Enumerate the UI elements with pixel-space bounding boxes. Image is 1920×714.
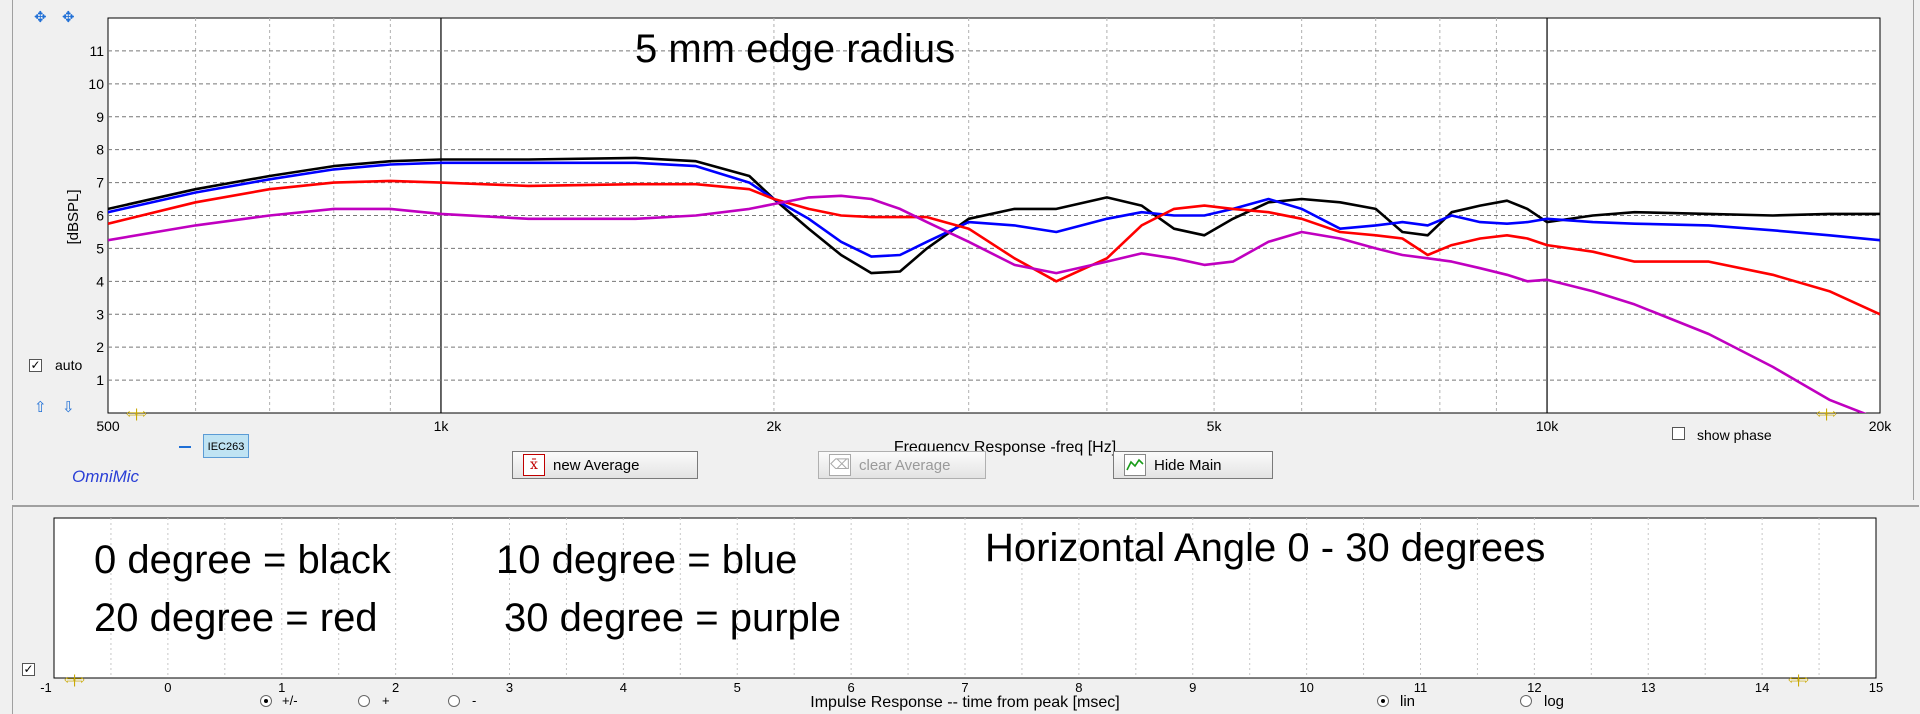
impulse-response-chart: -1 0 1 2 3 4 5 6 7 8 9 10 11 12 13 14 15 0 degree = blac… [40,517,1883,711]
impulse-x-tick-label: 0 [164,680,171,695]
impulse-x-tick-label: 1 [278,680,285,695]
pan-right-icon[interactable]: ⇦|⇨ [1816,406,1837,421]
x-tick-label: 20k [1869,418,1893,434]
legend-line-4: 30 degree = purple [504,596,841,640]
legend-line-1: 0 degree = black [94,538,392,582]
impulse-x-tick-label: 6 [848,680,855,695]
impulse-x-tick-label: 11 [1414,680,1428,695]
x-tick-label: 1k [434,418,450,434]
zoom-in-icon[interactable]: ✥ [62,9,75,26]
impulse-x-tick-label: -1 [40,680,52,695]
impulse-x-tick-label: 2 [392,680,399,695]
impulse-x-tick-label: 9 [1189,680,1196,695]
impulse-x-axis-label: Impulse Response -- time from peak [msec… [810,694,1119,711]
radio-plus-label: + [382,693,390,708]
y-tick-label: 10 [88,76,104,92]
y-tick-label: 6 [96,208,104,224]
radio-log[interactable] [1520,695,1532,707]
radio-plus-minus-label: +/- [282,693,298,708]
impulse-x-tick-label: 14 [1755,680,1769,695]
mic-color-swatch [179,446,191,448]
impulse-x-tick-label: 15 [1869,680,1883,695]
radio-minus-label: - [472,693,477,708]
radio-log-label: log [1544,693,1565,710]
impulse-x-tick-label: 12 [1527,680,1541,695]
impulse-auto-checkbox[interactable]: ✓ [22,662,35,676]
brand-label: OmniMic [72,467,140,486]
x-tick-label: 2k [767,418,783,434]
scale-up-icon[interactable]: ⇧ [34,399,47,416]
x-tick-label: 500 [96,418,120,434]
x-tick-label: 10k [1536,418,1560,434]
clear-average-button[interactable]: ⌫ clear Average [818,451,986,479]
frequency-response-chart: 1 2 3 4 5 6 7 8 9 10 11 500 1k 2k 5k 10k 20k 5 mm edge … [65,17,1893,456]
pan-left-icon[interactable]: ⇦|⇨ [126,406,147,421]
series-line-0 [108,156,1880,275]
impulse-pan-right-icon[interactable]: ⇦|⇨ [1788,672,1809,687]
radio-plus[interactable] [358,695,370,707]
impulse-x-tick-label: 5 [734,680,741,695]
y-tick-label: 1 [96,372,104,388]
show-phase-checkbox[interactable] [1672,427,1685,440]
hide-main-label: Hide Main [1154,456,1222,474]
y-tick-label: 7 [96,175,104,191]
radio-lin-label: lin [1400,693,1416,710]
impulse-x-tick-label: 3 [506,680,513,695]
impulse-heading: Horizontal Angle 0 - 30 degrees [985,526,1545,570]
y-tick-label: 11 [89,43,104,59]
chart-title: 5 mm edge radius [635,27,955,71]
legend-line-3: 10 degree = blue [496,538,797,582]
show-phase-label: show phase [1697,427,1772,443]
auto-label: auto [55,357,83,373]
x-tick-label: 5k [1207,418,1223,434]
clear-icon: ⌫ [829,454,851,476]
legend-line-2: 20 degree = red [94,596,378,640]
radio-lin[interactable] [1377,695,1389,707]
radio-minus[interactable] [448,695,460,707]
impulse-x-tick-label: 7 [961,680,968,695]
hide-main-button[interactable]: Hide Main [1113,451,1273,479]
y-tick-label: 9 [96,109,104,125]
series-line-2 [108,179,1880,316]
impulse-x-tick-label: 13 [1641,680,1655,695]
impulse-x-tick-label: 8 [1075,680,1082,695]
y-tick-label: 4 [96,273,104,289]
impulse-pan-left-icon[interactable]: ⇦|⇨ [64,672,85,687]
scale-down-icon[interactable]: ⇩ [62,399,75,416]
y-axis-label: [dBSPL] [65,189,82,244]
auto-checkbox[interactable]: ✓ [29,358,42,372]
clear-average-label: clear Average [859,456,951,474]
radio-plus-minus[interactable] [260,695,272,707]
new-average-label: new Average [553,456,640,474]
impulse-x-tick-label: 4 [620,680,627,695]
zoom-out-icon[interactable]: ✥ [34,9,47,26]
new-average-button[interactable]: x̄ new Average [512,451,698,479]
mic-tag[interactable]: IEC263 [203,434,249,458]
series-line-3 [108,194,1867,413]
y-tick-label: 5 [96,240,104,256]
impulse-x-tick-label: 10 [1299,680,1313,695]
curve-icon [1124,454,1146,476]
y-tick-label: 2 [96,339,104,355]
y-tick-label: 3 [96,306,104,322]
y-tick-label: 8 [96,142,104,158]
average-icon: x̄ [523,454,545,476]
series-line-1 [108,161,1880,258]
